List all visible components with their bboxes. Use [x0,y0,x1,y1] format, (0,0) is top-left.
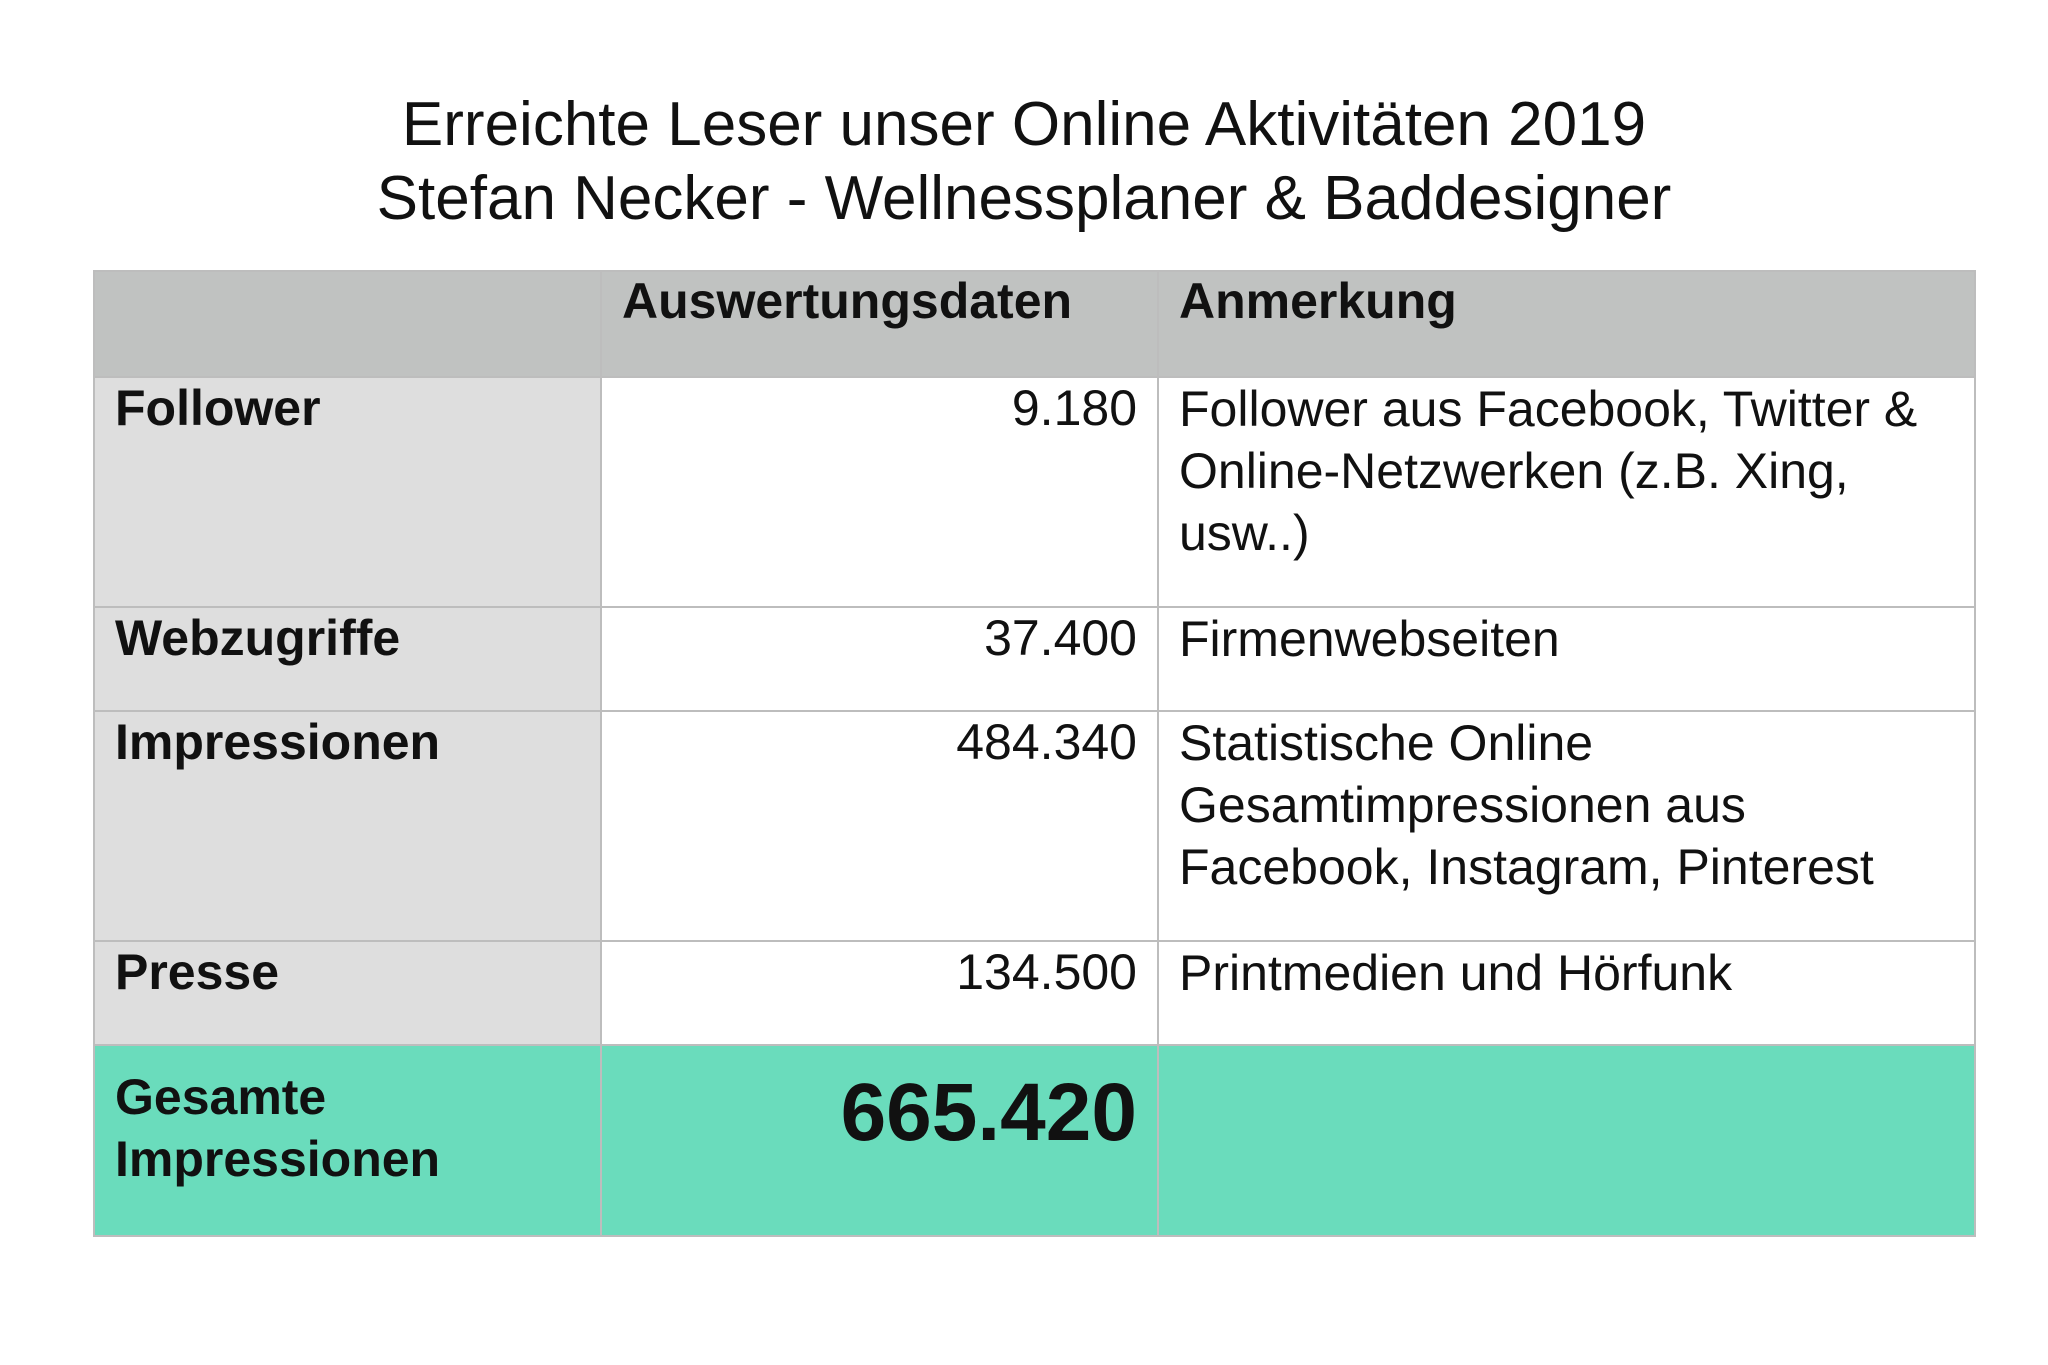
table-row: Impressionen 484.340 Statistische Online… [93,710,1976,942]
total-label: Gesamte Impressionen [93,1044,602,1237]
row-note-presse: Printmedien und Hörfunk [1157,940,1976,1046]
total-row: Gesamte Impressionen 665.420 [93,1044,1976,1237]
report-table: Auswertungsdaten Anmerkung Follower 9.18… [93,270,1976,1237]
page-title: Erreichte Leser unser Online Aktivitäten… [0,88,2048,236]
row-label-presse: Presse [93,940,602,1046]
row-value-webzugriffe: 37.400 [600,606,1159,712]
row-note-follower: Follower aus Facebook, Twitter & Online-… [1157,376,1976,608]
header-anmerkung: Anmerkung [1157,270,1976,378]
row-note-impressionen: Statistische Online Gesamtimpressionen a… [1157,710,1976,942]
row-value-impressionen: 484.340 [600,710,1159,942]
row-note-webzugriffe: Firmenwebseiten [1157,606,1976,712]
total-note [1157,1044,1976,1237]
total-value: 665.420 [600,1044,1159,1237]
row-value-follower: 9.180 [600,376,1159,608]
table-row: Webzugriffe 37.400 Firmenwebseiten [93,606,1976,712]
row-label-follower: Follower [93,376,602,608]
table-header-row: Auswertungsdaten Anmerkung [93,270,1976,378]
row-value-presse: 134.500 [600,940,1159,1046]
header-blank [93,270,602,378]
table-row: Presse 134.500 Printmedien und Hörfunk [93,940,1976,1046]
row-label-impressionen: Impressionen [93,710,602,942]
title-line-1: Erreichte Leser unser Online Aktivitäten… [401,90,1647,159]
title-line-2: Stefan Necker - Wellnessplaner & Baddesi… [376,164,1672,233]
table-row: Follower 9.180 Follower aus Facebook, Tw… [93,376,1976,608]
row-label-webzugriffe: Webzugriffe [93,606,602,712]
header-auswertungsdaten: Auswertungsdaten [600,270,1159,378]
